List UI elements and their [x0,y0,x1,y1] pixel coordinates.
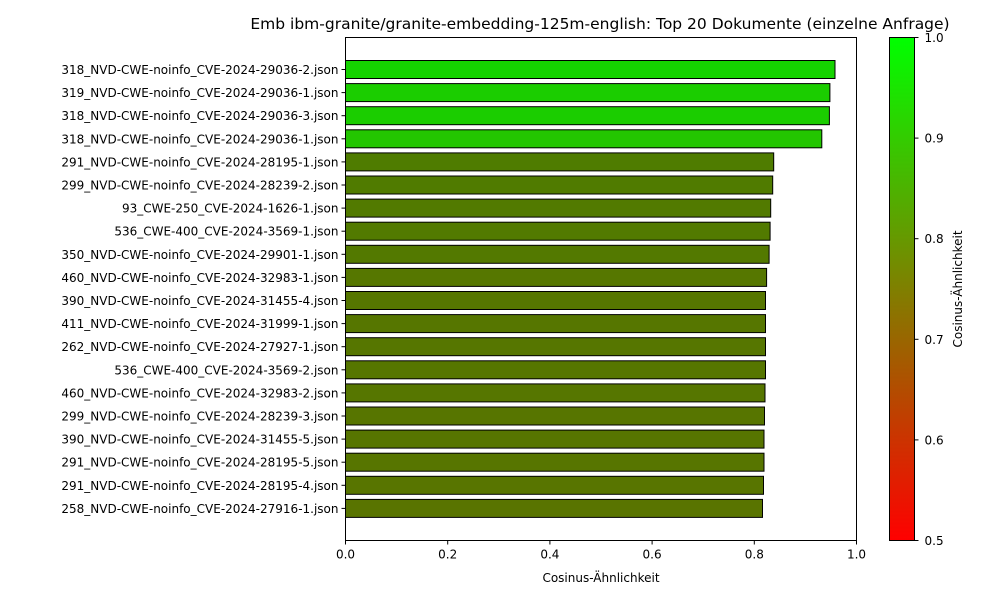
category-label: 460_NVD-CWE-noinfo_CVE-2024-32983-2.json [61,386,338,400]
plot-frame [345,37,857,541]
x-tick-label: 0.2 [438,548,457,562]
x-tick-label: 0.6 [643,548,662,562]
colorbar: 0.5 0.6 0.7 0.8 0.9 1.0 Cosinus-Ähnlichkeit [889,31,965,548]
bar [345,175,774,195]
bar [345,383,766,403]
x-axis-label: Cosinus-Ähnlichkeit [542,570,659,585]
bar [345,267,768,287]
category-label: 460_NVD-CWE-noinfo_CVE-2024-32983-1.json [61,271,338,285]
bar [345,337,766,357]
bar [345,452,765,472]
category-label: 390_NVD-CWE-noinfo_CVE-2024-31455-4.json [61,294,338,308]
colorbar-ticks: 0.5 0.6 0.7 0.8 0.9 1.0 [914,31,944,548]
x-tick-label: 0.4 [540,548,559,562]
colorbar-gradient [889,37,915,541]
category-label: 93_CWE-250_CVE-2024-1626-1.json [122,202,339,216]
category-label: 411_NVD-CWE-noinfo_CVE-2024-31999-1.json [61,317,338,331]
x-tick-label: 0.8 [745,548,764,562]
category-label: 536_CWE-400_CVE-2024-3569-1.json [114,225,338,239]
bar [345,475,764,495]
bar [345,429,765,449]
category-label: 299_NVD-CWE-noinfo_CVE-2024-28239-3.json [61,410,338,424]
bar [345,314,766,334]
category-label: 390_NVD-CWE-noinfo_CVE-2024-31455-5.json [61,433,338,447]
bar [345,498,763,518]
category-label: 258_NVD-CWE-noinfo_CVE-2024-27916-1.json [61,502,338,516]
bar [345,360,766,380]
category-label: 291_NVD-CWE-noinfo_CVE-2024-28195-4.json [61,479,338,493]
colorbar-tick-label: 0.6 [925,433,944,447]
bar [345,106,830,126]
colorbar-tick-label: 0.7 [925,333,944,347]
bar [345,406,765,426]
category-label: 319_NVD-CWE-noinfo_CVE-2024-29036-1.json [61,86,338,100]
bar [345,83,831,103]
category-label: 262_NVD-CWE-noinfo_CVE-2024-27927-1.json [61,340,338,354]
category-label: 291_NVD-CWE-noinfo_CVE-2024-28195-1.json [61,155,338,169]
category-label: 291_NVD-CWE-noinfo_CVE-2024-28195-5.json [61,456,338,470]
colorbar-tick-label: 0.8 [925,232,944,246]
category-labels: 318_NVD-CWE-noinfo_CVE-2024-29036-2.json… [61,63,346,516]
category-label: 318_NVD-CWE-noinfo_CVE-2024-29036-2.json [61,63,338,77]
colorbar-tick-label: 0.5 [925,534,944,548]
bar [345,244,770,264]
category-label: 299_NVD-CWE-noinfo_CVE-2024-28239-2.json [61,179,338,193]
chart-title: Emb ibm-granite/granite-embedding-125m-e… [250,15,949,33]
x-axis-ticks: 0.0 0.2 0.4 0.6 0.8 1.0 [336,540,866,562]
x-tick-label: 1.0 [847,548,866,562]
colorbar-label: Cosinus-Ähnlichkeit [950,230,965,347]
bars [345,60,836,518]
bar [345,152,775,172]
category-label: 350_NVD-CWE-noinfo_CVE-2024-29901-1.json [61,248,338,262]
x-tick-label: 0.0 [336,548,355,562]
colorbar-tick-label: 1.0 [925,31,944,45]
bar [345,60,836,79]
bar [345,198,772,218]
category-label: 318_NVD-CWE-noinfo_CVE-2024-29036-1.json [61,132,338,146]
bar [345,291,766,310]
bar [345,221,771,241]
category-label: 536_CWE-400_CVE-2024-3569-2.json [114,363,338,377]
category-label: 318_NVD-CWE-noinfo_CVE-2024-29036-3.json [61,109,338,123]
bar [345,129,823,149]
colorbar-tick-label: 0.9 [925,132,944,146]
